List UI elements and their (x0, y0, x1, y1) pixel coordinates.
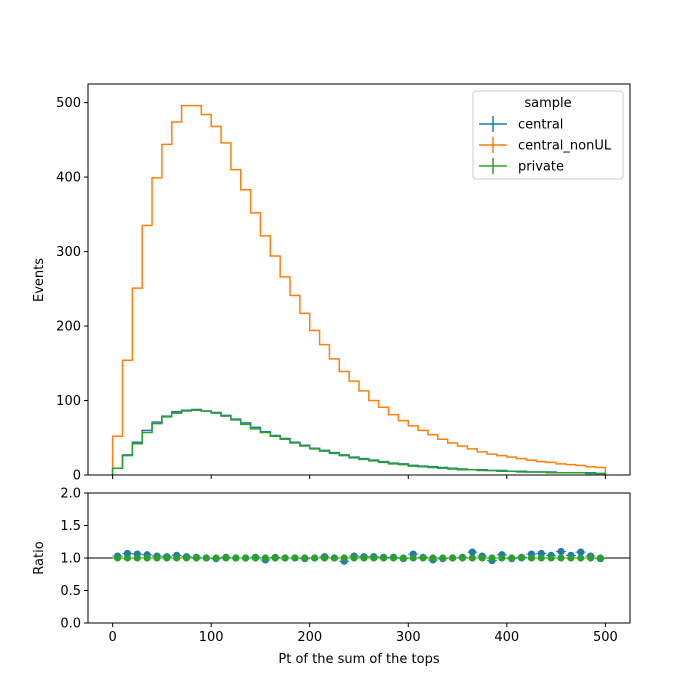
ratio-points-group (112, 547, 606, 565)
ratio-xtick-label: 300 (396, 630, 421, 645)
ratio-point-private (320, 554, 329, 562)
ratio-ticks: 0.0 0.5 1.0 1.5 2.0 0 100 200 300 400 500 (60, 487, 617, 646)
main-axes-frame (87, 83, 631, 476)
ratio-point-private (143, 554, 151, 562)
ratio-point-private (182, 554, 191, 562)
legend-label-central: central (518, 118, 563, 133)
ratio-point-private (360, 554, 368, 562)
ratio-point-private (537, 554, 545, 562)
ratio-point-private (449, 554, 457, 562)
ratio-ytick-label: 0.5 (60, 584, 81, 599)
ratio-panel: 0.0 0.5 1.0 1.5 2.0 0 100 200 300 400 500 Ratio Pt… (32, 487, 631, 667)
ratio-ytick-label: 1.5 (60, 519, 81, 534)
ratio-xtick-label: 400 (494, 630, 519, 645)
ratio-point-private (409, 554, 417, 562)
ratio-xtick-label: 500 (593, 630, 618, 645)
ratio-point-private (350, 554, 358, 562)
ratio-point-private (261, 554, 269, 562)
ratio-point-private (547, 554, 555, 562)
main-series-group (111, 104, 607, 475)
main-ytick-label: 200 (56, 320, 81, 335)
ratio-point-private (291, 554, 299, 562)
ratio-point-private (123, 554, 132, 562)
main-ticks: 0 100 200 300 400 500 (56, 96, 606, 484)
ratio-ytick-label: 1.0 (60, 552, 81, 567)
ratio-point-private (439, 554, 447, 562)
ratio-point-private (567, 554, 575, 562)
ratio-point-private (173, 554, 181, 562)
ratio-point-private (281, 554, 289, 562)
ratio-point-private (133, 554, 141, 562)
main-ytick-label: 500 (56, 96, 81, 111)
ratio-point-private (232, 554, 240, 562)
ratio-point-private (508, 554, 516, 562)
ratio-xlabel: Pt of the sum of the tops (278, 652, 439, 667)
ratio-axes-frame (87, 492, 631, 624)
ratio-point-private (311, 554, 319, 562)
ratio-point-private (389, 554, 398, 562)
ratio-xtick-label: 200 (297, 630, 322, 645)
ratio-point-private (251, 554, 260, 562)
ratio-point-central (577, 548, 585, 556)
legend-label-central_nonUL: central_nonUL (518, 139, 612, 154)
ratio-point-private (478, 554, 486, 562)
ratio-point-private (163, 554, 171, 562)
ratio-point-private (202, 554, 210, 562)
ratio-point-private (212, 554, 220, 562)
ratio-point-private (429, 554, 437, 562)
legend-title: sample (524, 96, 571, 111)
ratio-ytick-label: 0.0 (60, 617, 81, 632)
ratio-point-private (222, 554, 230, 562)
ratio-point-private (399, 554, 407, 562)
ratio-point-central (557, 547, 565, 556)
ratio-point-private (192, 554, 200, 562)
ratio-point-private (153, 554, 161, 562)
series-step-central_nonUL (111, 104, 607, 475)
ratio-xtick-label: 0 (108, 630, 116, 645)
ratio-xtick-label: 100 (199, 630, 224, 645)
ratio-point-private (527, 554, 536, 562)
ratio-point-private (577, 554, 585, 562)
main-ytick-label: 400 (56, 171, 81, 186)
main-ylabel: Events (32, 258, 47, 302)
ratio-point-private (488, 554, 496, 562)
ratio-point-private (301, 554, 309, 562)
legend-label-private: private (518, 160, 564, 175)
ratio-point-private (340, 554, 348, 562)
ratio-point-private (498, 554, 506, 562)
ratio-point-private (518, 554, 526, 562)
ratio-point-private (271, 554, 279, 562)
main-ytick-label: 300 (56, 245, 81, 260)
ratio-point-private (458, 554, 467, 562)
ratio-ylabel: Ratio (32, 541, 47, 574)
ratio-point-central (468, 548, 476, 556)
ratio-point-private (468, 554, 476, 562)
ratio-point-private (419, 554, 427, 562)
legend-box (472, 90, 624, 180)
ratio-point-private (113, 554, 122, 562)
ratio-point-private (557, 554, 565, 562)
ratio-point-private (370, 554, 378, 562)
ratio-ytick-label: 2.0 (60, 487, 81, 502)
ratio-point-private (380, 554, 388, 562)
ratio-point-private (330, 554, 338, 562)
main-ytick-label: 100 (56, 394, 81, 409)
ratio-point-private (596, 554, 605, 562)
ratio-point-private (242, 554, 250, 562)
series-step-private (111, 409, 607, 475)
main-ytick-label: 0 (73, 469, 81, 484)
ratio-point-private (586, 554, 595, 562)
